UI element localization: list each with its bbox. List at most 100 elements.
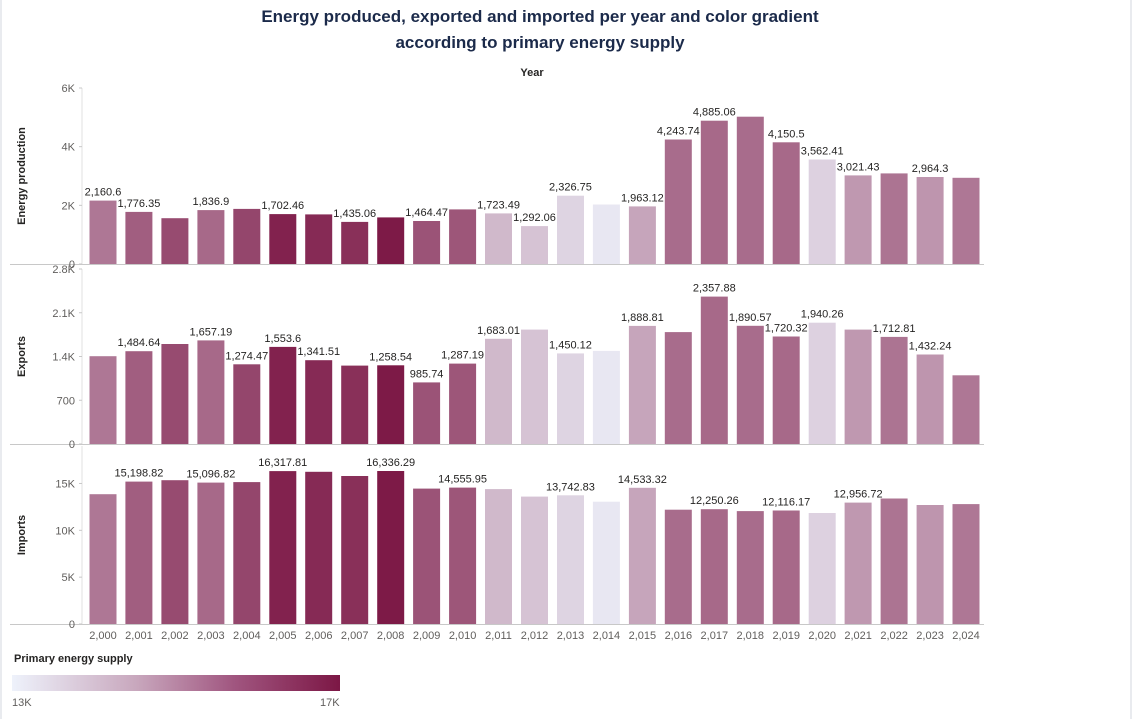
y-tick-label: 10K	[55, 525, 75, 537]
bar-2006[interactable]	[305, 471, 333, 624]
bar-2005[interactable]	[269, 471, 297, 624]
bar-2022[interactable]	[880, 336, 908, 444]
y-tick-label: 6K	[62, 83, 76, 95]
bar-2017[interactable]	[700, 509, 728, 624]
bar-2020[interactable]	[808, 513, 836, 624]
bar-2010[interactable]	[449, 209, 477, 264]
bar-2003[interactable]	[197, 482, 225, 624]
bar-2007[interactable]	[341, 365, 369, 444]
bar-2023[interactable]	[916, 354, 944, 445]
data-label: 13,742.83	[546, 481, 595, 493]
x-tick-label: 2,016	[665, 630, 693, 642]
y-axis-title: Imports	[16, 515, 28, 555]
color-gradient-legend	[12, 675, 340, 691]
bar-2013[interactable]	[557, 353, 584, 444]
data-label: 1,341.51	[297, 346, 340, 358]
bar-2010[interactable]	[449, 487, 477, 624]
bar-2023[interactable]	[916, 177, 944, 264]
bar-2018[interactable]	[736, 116, 764, 264]
bar-2014[interactable]	[592, 204, 620, 265]
bar-2003[interactable]	[197, 210, 225, 264]
y-tick-label: 5K	[62, 572, 76, 584]
bar-2001[interactable]	[125, 481, 153, 624]
bar-2013[interactable]	[557, 195, 584, 264]
bar-2020[interactable]	[808, 322, 836, 444]
bar-2019[interactable]	[772, 336, 800, 445]
bar-2017[interactable]	[700, 296, 728, 444]
bar-2024[interactable]	[952, 375, 980, 445]
bar-2023[interactable]	[916, 505, 944, 624]
bar-2004[interactable]	[233, 482, 261, 624]
x-tick-label: 2,023	[916, 630, 944, 642]
legend-max-label: 17K	[320, 697, 340, 709]
data-label: 4,243.74	[657, 126, 700, 138]
bar-2011[interactable]	[485, 489, 512, 624]
bar-2010[interactable]	[449, 363, 477, 444]
bar-2007[interactable]	[341, 221, 369, 264]
bar-2000[interactable]	[89, 200, 117, 264]
bar-2002[interactable]	[161, 344, 189, 444]
chart-title: Energy produced, exported and imported p…	[261, 7, 819, 52]
bar-2012[interactable]	[521, 496, 548, 624]
bar-2022[interactable]	[880, 498, 908, 625]
bar-2014[interactable]	[592, 501, 620, 624]
bar-2016[interactable]	[664, 332, 692, 444]
data-label: 14,555.95	[438, 474, 487, 486]
bar-2006[interactable]	[305, 214, 333, 264]
x-tick-label: 2,005	[269, 630, 297, 642]
bar-2015[interactable]	[628, 206, 656, 264]
bar-2008[interactable]	[377, 217, 405, 264]
bar-2008[interactable]	[377, 471, 405, 624]
bar-2013[interactable]	[557, 495, 584, 624]
bar-2020[interactable]	[808, 159, 836, 265]
bar-2012[interactable]	[521, 226, 548, 264]
bar-2024[interactable]	[952, 504, 980, 624]
bar-2012[interactable]	[521, 329, 548, 444]
bar-2006[interactable]	[305, 360, 333, 444]
bar-2014[interactable]	[592, 350, 620, 444]
bar-2003[interactable]	[197, 340, 225, 444]
panel-0: 0 2K 4K 6K Energy production 2,160.61,776.35 1…	[10, 83, 984, 271]
x-tick-label: 2,012	[521, 630, 549, 642]
bar-2011[interactable]	[485, 338, 512, 444]
bar-2001[interactable]	[125, 351, 153, 444]
bar-2019[interactable]	[772, 142, 800, 264]
x-tick-label: 2,002	[161, 630, 189, 642]
bar-2001[interactable]	[125, 211, 153, 264]
bar-2021[interactable]	[844, 502, 872, 624]
bar-2011[interactable]	[485, 213, 512, 264]
bar-2002[interactable]	[161, 218, 189, 264]
bar-2024[interactable]	[952, 177, 980, 264]
y-tick-label: 700	[57, 395, 75, 407]
bar-2007[interactable]	[341, 476, 369, 624]
bar-2009[interactable]	[413, 488, 441, 624]
x-tick-label: 2,022	[880, 630, 908, 642]
data-label: 985.74	[410, 368, 444, 380]
bar-2019[interactable]	[772, 510, 800, 625]
x-tick-label: 2,000	[89, 630, 117, 642]
bar-2008[interactable]	[377, 365, 405, 444]
bar-2015[interactable]	[628, 487, 656, 624]
y-tick-label: 0	[69, 259, 75, 271]
x-tick-label: 2,013	[557, 630, 585, 642]
bar-2000[interactable]	[89, 356, 117, 444]
bar-2009[interactable]	[413, 221, 441, 264]
bar-2021[interactable]	[844, 329, 872, 444]
bar-2002[interactable]	[161, 480, 189, 624]
bar-2018[interactable]	[736, 325, 764, 444]
bar-2009[interactable]	[413, 382, 441, 444]
x-tick-label: 2,009	[413, 630, 441, 642]
bar-2021[interactable]	[844, 175, 872, 264]
legend-title: Primary energy supply	[14, 653, 133, 665]
bar-2004[interactable]	[233, 364, 261, 444]
bar-2004[interactable]	[233, 208, 261, 264]
bar-2005[interactable]	[269, 346, 297, 444]
bar-2016[interactable]	[664, 139, 692, 265]
bar-2022[interactable]	[880, 173, 908, 264]
bar-2017[interactable]	[700, 120, 728, 264]
bar-2016[interactable]	[664, 509, 692, 624]
bar-2000[interactable]	[89, 494, 117, 624]
bar-2015[interactable]	[628, 325, 656, 444]
bar-2005[interactable]	[269, 214, 297, 264]
bar-2018[interactable]	[736, 511, 764, 624]
